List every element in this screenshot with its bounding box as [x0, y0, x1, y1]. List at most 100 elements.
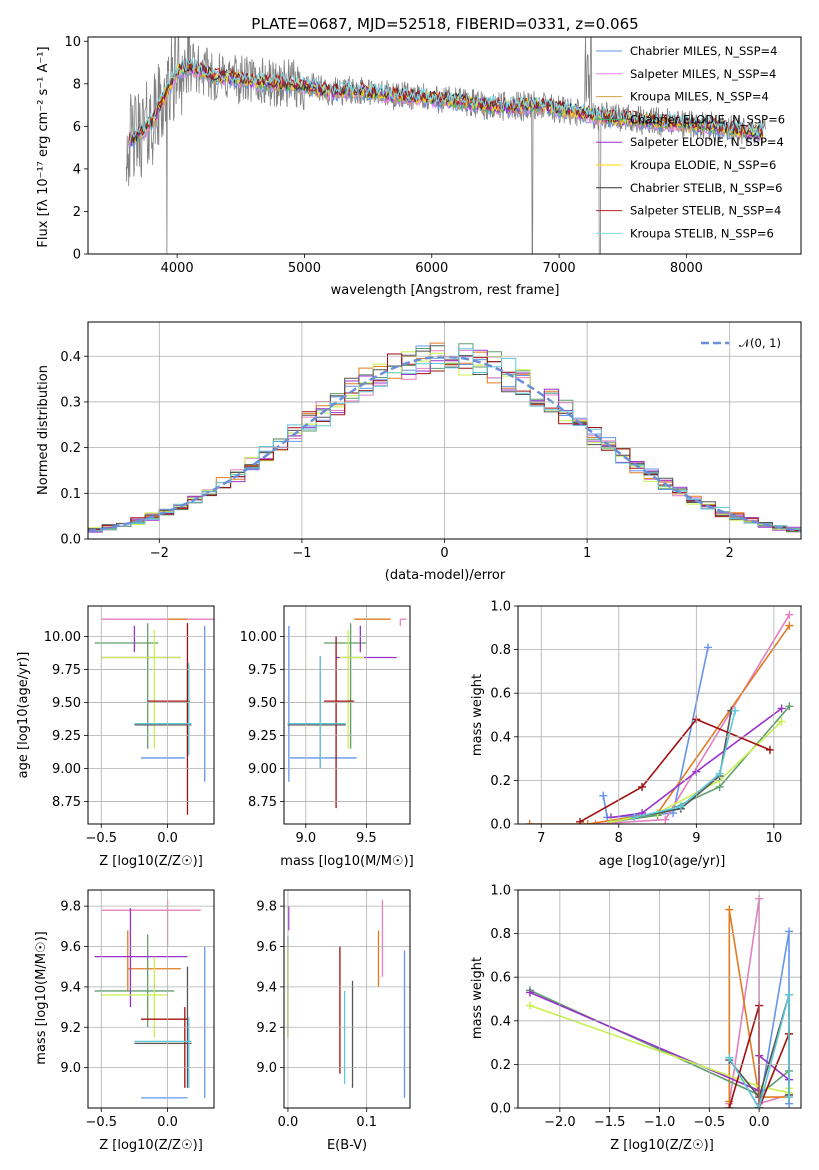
age-vs-metallicity-panel: −0.5 0.0 8.75 9.00 9.25 9.50 9.75 10.00 Z [log1… [16, 605, 215, 869]
weight-vs-age-ylabel: mass weight [470, 674, 485, 756]
mass-vs-ebv-panel: 0.0 0.1 9.0 9.2 9.4 9.6 9.8 E(B-V) [256, 889, 411, 1153]
spectrum-xtick-label: 4000 [161, 261, 194, 276]
weight-vs-age-plus-marker [676, 802, 685, 811]
weight-vs-age-series-line [529, 625, 791, 824]
spectrum-legend-label: Chabrier STELIB, N_SSP=6 [630, 181, 782, 195]
mass-vs-ebv-frame [283, 889, 411, 1109]
age-vs-mass-ytick-label: 9.25 [248, 729, 277, 744]
mass-vs-ebv-xtick-label: 0.0 [278, 1115, 299, 1130]
weight-vs-age-plus-marker [591, 820, 600, 824]
mass-vs-ebv-axes: 0.0 0.1 9.0 9.2 9.4 9.6 9.8 [256, 889, 411, 1130]
weight-vs-Z-xtick-label: −2.0 [544, 1115, 576, 1130]
histogram-xlabel: (data-model)/error [385, 568, 506, 583]
weight-vs-age-ytick-label: 1.0 [490, 600, 511, 615]
weight-vs-Z-plus-marker [785, 990, 794, 999]
weight-vs-age-plus-marker [607, 817, 616, 824]
weight-vs-age-plus-marker [599, 791, 608, 800]
age-vs-metallicity-xlabel: Z [log10(Z/Z☉)] [99, 854, 203, 869]
spectrum-ytick-label: 2 [73, 205, 81, 220]
weight-vs-Z-plus-marker [785, 927, 794, 936]
histogram-xtick-label: −1 [292, 546, 311, 561]
weight-vs-Z-plus-marker [525, 1001, 534, 1010]
histogram-ylabel: Normed distribution [36, 365, 51, 495]
histogram-xtick-label: −2 [150, 546, 169, 561]
weight-vs-Z-plus-marker [725, 905, 734, 914]
spectrum-axes: 4000 5000 6000 7000 8000 0 2 4 6 8 10 [64, 35, 802, 276]
mass-vs-ebv-ytick-label: 9.0 [256, 1061, 277, 1076]
weight-vs-metallicity-ylabel: mass weight [470, 957, 485, 1039]
weight-vs-Z-plus-marker [725, 1053, 734, 1062]
weight-vs-age-plus-marker [785, 621, 794, 630]
weight-vs-Z-series-line [728, 994, 790, 1108]
mass-vs-ebv-ytick-label: 9.2 [256, 1021, 277, 1036]
mass-vs-ebv-xtick-label: 0.1 [356, 1115, 377, 1130]
spectrum-xlabel: wavelength [Angstrom, rest frame] [331, 283, 560, 298]
histogram-legend-label: 𝒩(0, 1) [739, 336, 781, 350]
mass-vs-Z-ytick-label: 9.0 [60, 1061, 81, 1076]
spectrum-ytick-label: 8 [73, 77, 81, 92]
weight-vs-age-series-line [610, 707, 783, 819]
weight-vs-age-ytick-label: 0.4 [490, 730, 511, 745]
age-vs-mass-frame [283, 605, 411, 825]
weight-vs-age-plus-marker [731, 706, 740, 715]
mass-vs-metallicity-ylabel: mass [log10(M/M☉)] [34, 931, 49, 1064]
histogram-ytick-label: 0.3 [60, 395, 81, 410]
mass-vs-Z-ytick-label: 9.6 [60, 940, 81, 955]
spectrum-ytick-label: 0 [73, 248, 81, 263]
weight-vs-age-plus-marker [715, 769, 724, 778]
age-vs-Z-ytick-label: 8.75 [52, 795, 81, 810]
spectrum-legend-label: Kroupa ELODIE, N_SSP=6 [630, 158, 776, 172]
weight-vs-age-plus-marker [785, 610, 794, 619]
mass-vs-Z-xtick-label: 0.0 [157, 1115, 178, 1130]
age-vs-mass-errorbars [287, 618, 407, 809]
weight-vs-metallicity-panel: −2.0 −1.5 −1.0 −0.5 0.0 0.0 0.2 0.4 0.6 0.8 1.0 Z … [470, 884, 802, 1153]
age-vs-mass-xtick-label: 9.5 [356, 831, 377, 846]
age-vs-metallicity-ylabel: age [log10(age/yr)] [16, 652, 31, 779]
mass-vs-metallicity-xlabel: Z [log10(Z/Z☉)] [99, 1138, 203, 1153]
weight-vs-age-xlabel: age [log10(age/yr)] [599, 854, 726, 869]
mass-vs-metallicity-axes: −0.5 0.0 9.0 9.2 9.4 9.6 9.8 [60, 889, 215, 1130]
age-vs-Z-ytick-label: 9.50 [52, 696, 81, 711]
weight-vs-Z-xtick-label: −0.5 [694, 1115, 726, 1130]
age-vs-mass-ytick-label: 8.75 [248, 795, 277, 810]
age-vs-metallicity-errorbars [94, 618, 214, 815]
weight-vs-age-ytick-label: 0.6 [490, 687, 511, 702]
age-vs-Z-ytick-label: 9.25 [52, 729, 81, 744]
weight-vs-age-xtick-label: 8 [615, 831, 623, 846]
spectrum-frame [87, 36, 802, 255]
weight-vs-Z-ytick-label: 1.0 [490, 884, 511, 899]
spectrum-ytick-label: 10 [64, 35, 81, 50]
weight-vs-age-plus-marker [661, 815, 670, 824]
weight-vs-age-series-line [610, 705, 791, 823]
weight-vs-age-plus-marker [703, 643, 712, 652]
mass-vs-Z-frame [87, 889, 215, 1109]
age-vs-mass-xtick-label: 9.0 [295, 831, 316, 846]
weight-vs-age-axes: 7 8 9 10 0.0 0.2 0.4 0.6 0.8 1.0 [490, 600, 802, 846]
histogram-legend: 𝒩(0, 1) [701, 336, 781, 350]
spectrum-model-line [128, 60, 764, 143]
weight-vs-age-xtick-label: 10 [766, 831, 783, 846]
spectrum-ylabel: Flux [fλ 10⁻¹⁷ erg cm⁻² s⁻¹ A⁻¹] [36, 46, 51, 247]
age-vs-mass-ytick-label: 10.00 [240, 630, 277, 645]
spectrum-xtick-label: 8000 [670, 261, 703, 276]
weight-vs-age-plus-marker [638, 782, 647, 791]
weight-vs-age-frame [517, 605, 802, 825]
weight-vs-age-xtick-label: 7 [537, 831, 545, 846]
weight-vs-metallicity-axes: −2.0 −1.5 −1.0 −0.5 0.0 0.0 0.2 0.4 0.6 0.8 1.0 [490, 884, 802, 1130]
mass-vs-Z-ytick-label: 9.2 [60, 1021, 81, 1036]
weight-vs-age-plus-marker [576, 817, 585, 824]
spectrum-legend: Chabrier MILES, N_SSP=4 Salpeter MILES, N… [596, 44, 785, 240]
weight-vs-Z-ytick-label: 0.8 [490, 927, 511, 942]
weight-vs-age-lines [525, 610, 794, 824]
spectrum-legend-label: Salpeter STELIB, N_SSP=4 [630, 204, 781, 218]
mass-vs-Z-xtick-label: −0.5 [85, 1115, 117, 1130]
age-vs-Z-ytick-label: 10.00 [44, 630, 81, 645]
weight-vs-age-ytick-label: 0.0 [490, 818, 511, 833]
mass-vs-ebv-errorbars [287, 900, 406, 1098]
weight-vs-metallicity-xlabel: Z [log10(Z/Z☉)] [610, 1138, 714, 1153]
mass-vs-Z-ytick-label: 9.4 [60, 980, 81, 995]
weight-vs-age-ytick-label: 0.8 [490, 643, 511, 658]
age-vs-Z-ytick-label: 9.75 [52, 663, 81, 678]
spectrum-legend-label: Chabrier MILES, N_SSP=4 [630, 44, 777, 58]
spectrum-xtick-label: 7000 [543, 261, 576, 276]
